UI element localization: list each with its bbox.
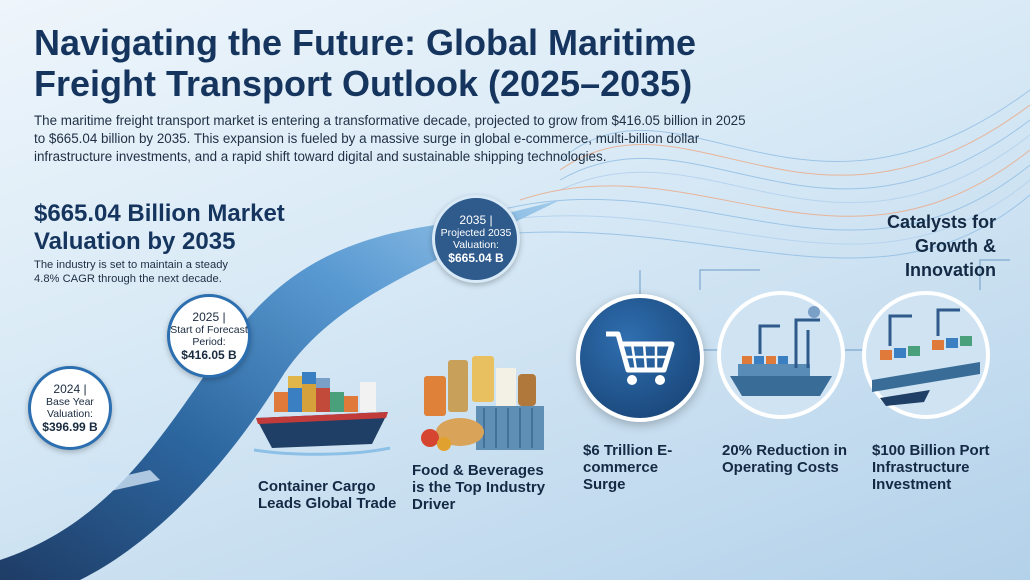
catalysts-heading: Catalysts for Growth & Innovation	[886, 212, 996, 280]
catalyst-ecommerce-label: $6 Trillion E-commerce Surge	[583, 442, 673, 493]
shopping-cart-icon	[606, 331, 675, 385]
ecommerce-badge	[576, 294, 704, 422]
timeline-marker-2024: 2024 | Base Year Valuation: $396.99 B	[28, 366, 112, 450]
food-beverages-icon	[421, 356, 544, 451]
page-title: Navigating the Future: Global Maritime F…	[34, 22, 697, 104]
marker-value: $665.04 B	[448, 250, 504, 265]
segment-container-cargo-label: Container Cargo Leads Global Trade	[258, 478, 397, 512]
cagr-subtext: The industry is set to maintain a steady…	[34, 259, 229, 285]
timeline-marker-2035: 2035 | Projected 2035 Valuation: $665.04…	[432, 195, 520, 283]
marker-label: Projected 2035 Valuation:	[440, 226, 512, 251]
catalyst-operating-costs-label: 20% Reduction in Operating Costs	[722, 442, 848, 476]
wave-lines	[449, 89, 1030, 259]
marker-year: 2035 |	[459, 212, 493, 227]
market-valuation-headline: $665.04 Billion Market Valuation by 2035	[34, 200, 285, 255]
marker-value: $396.99 B	[42, 419, 98, 434]
timeline-marker-2025: 2025 | Start of Forecast Period: $416.05…	[167, 294, 251, 378]
ribbon-ship-icon	[60, 462, 160, 500]
catalyst-port-investment-label: $100 Billion Port Infrastructure Investm…	[872, 442, 990, 493]
intro-paragraph: The maritime freight transport market is…	[34, 113, 746, 164]
marker-year: 2025 |	[192, 309, 226, 324]
marker-label: Base Year Valuation:	[46, 395, 94, 420]
port-infrastructure-icon	[862, 291, 990, 419]
marker-value: $416.05 B	[181, 347, 237, 362]
growth-ribbon	[0, 200, 560, 580]
smart-port-icon	[717, 291, 845, 419]
marker-label: Start of Forecast Period:	[170, 323, 248, 348]
marker-year: 2024 |	[53, 381, 87, 396]
segment-food-beverages-label: Food & Beverages is the Top Industry Dri…	[412, 462, 546, 513]
container-ship-icon	[253, 372, 391, 456]
